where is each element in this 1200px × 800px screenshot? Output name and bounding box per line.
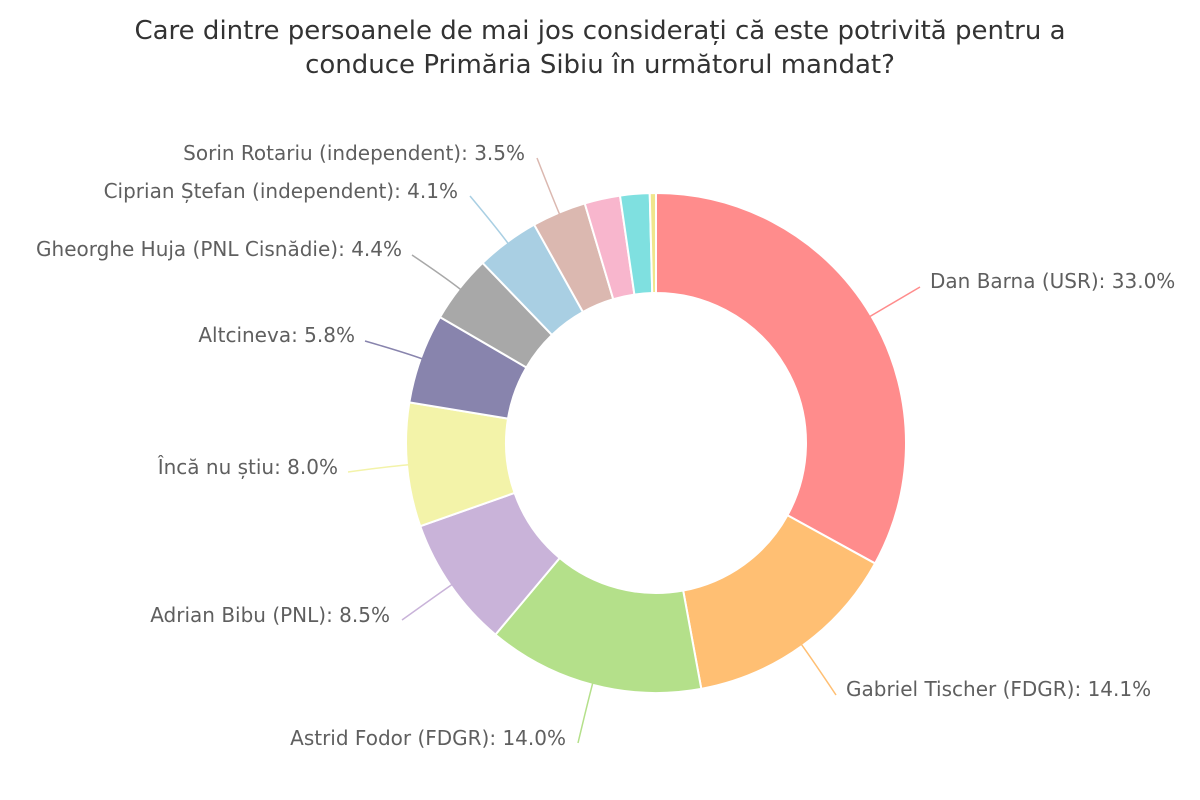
- label-connector: [347, 464, 410, 473]
- label-connector: [469, 195, 509, 245]
- data-label: Astrid Fodor (FDGR): 14.0%: [290, 726, 566, 750]
- label-connector: [411, 254, 462, 291]
- label-connector: [800, 643, 837, 696]
- data-label: Gheorghe Huja (PNL Cisnădie): 4.4%: [36, 237, 402, 261]
- data-label: Dan Barna (USR): 33.0%: [930, 269, 1175, 293]
- donut-slice-unlabeled-12[interactable]: [648, 191, 657, 295]
- label-connector: [869, 286, 921, 318]
- data-label: Încă nu știu: 8.0%: [157, 455, 338, 479]
- label-connector: [577, 682, 594, 744]
- chart-title: Care dintre persoanele de mai jos consid…: [134, 16, 1066, 80]
- data-label: Ciprian Ștefan (independent): 4.1%: [104, 179, 458, 203]
- label-connector: [536, 157, 561, 215]
- label-connector: [364, 340, 423, 360]
- data-label: Gabriel Tischer (FDGR): 14.1%: [846, 677, 1151, 701]
- data-label: Sorin Rotariu (independent): 3.5%: [183, 141, 525, 165]
- data-label: Adrian Bibu (PNL): 8.5%: [150, 603, 390, 627]
- donut-slice-1[interactable]: [655, 191, 907, 565]
- data-label: Altcineva: 5.8%: [198, 323, 355, 347]
- label-connector: [401, 583, 453, 621]
